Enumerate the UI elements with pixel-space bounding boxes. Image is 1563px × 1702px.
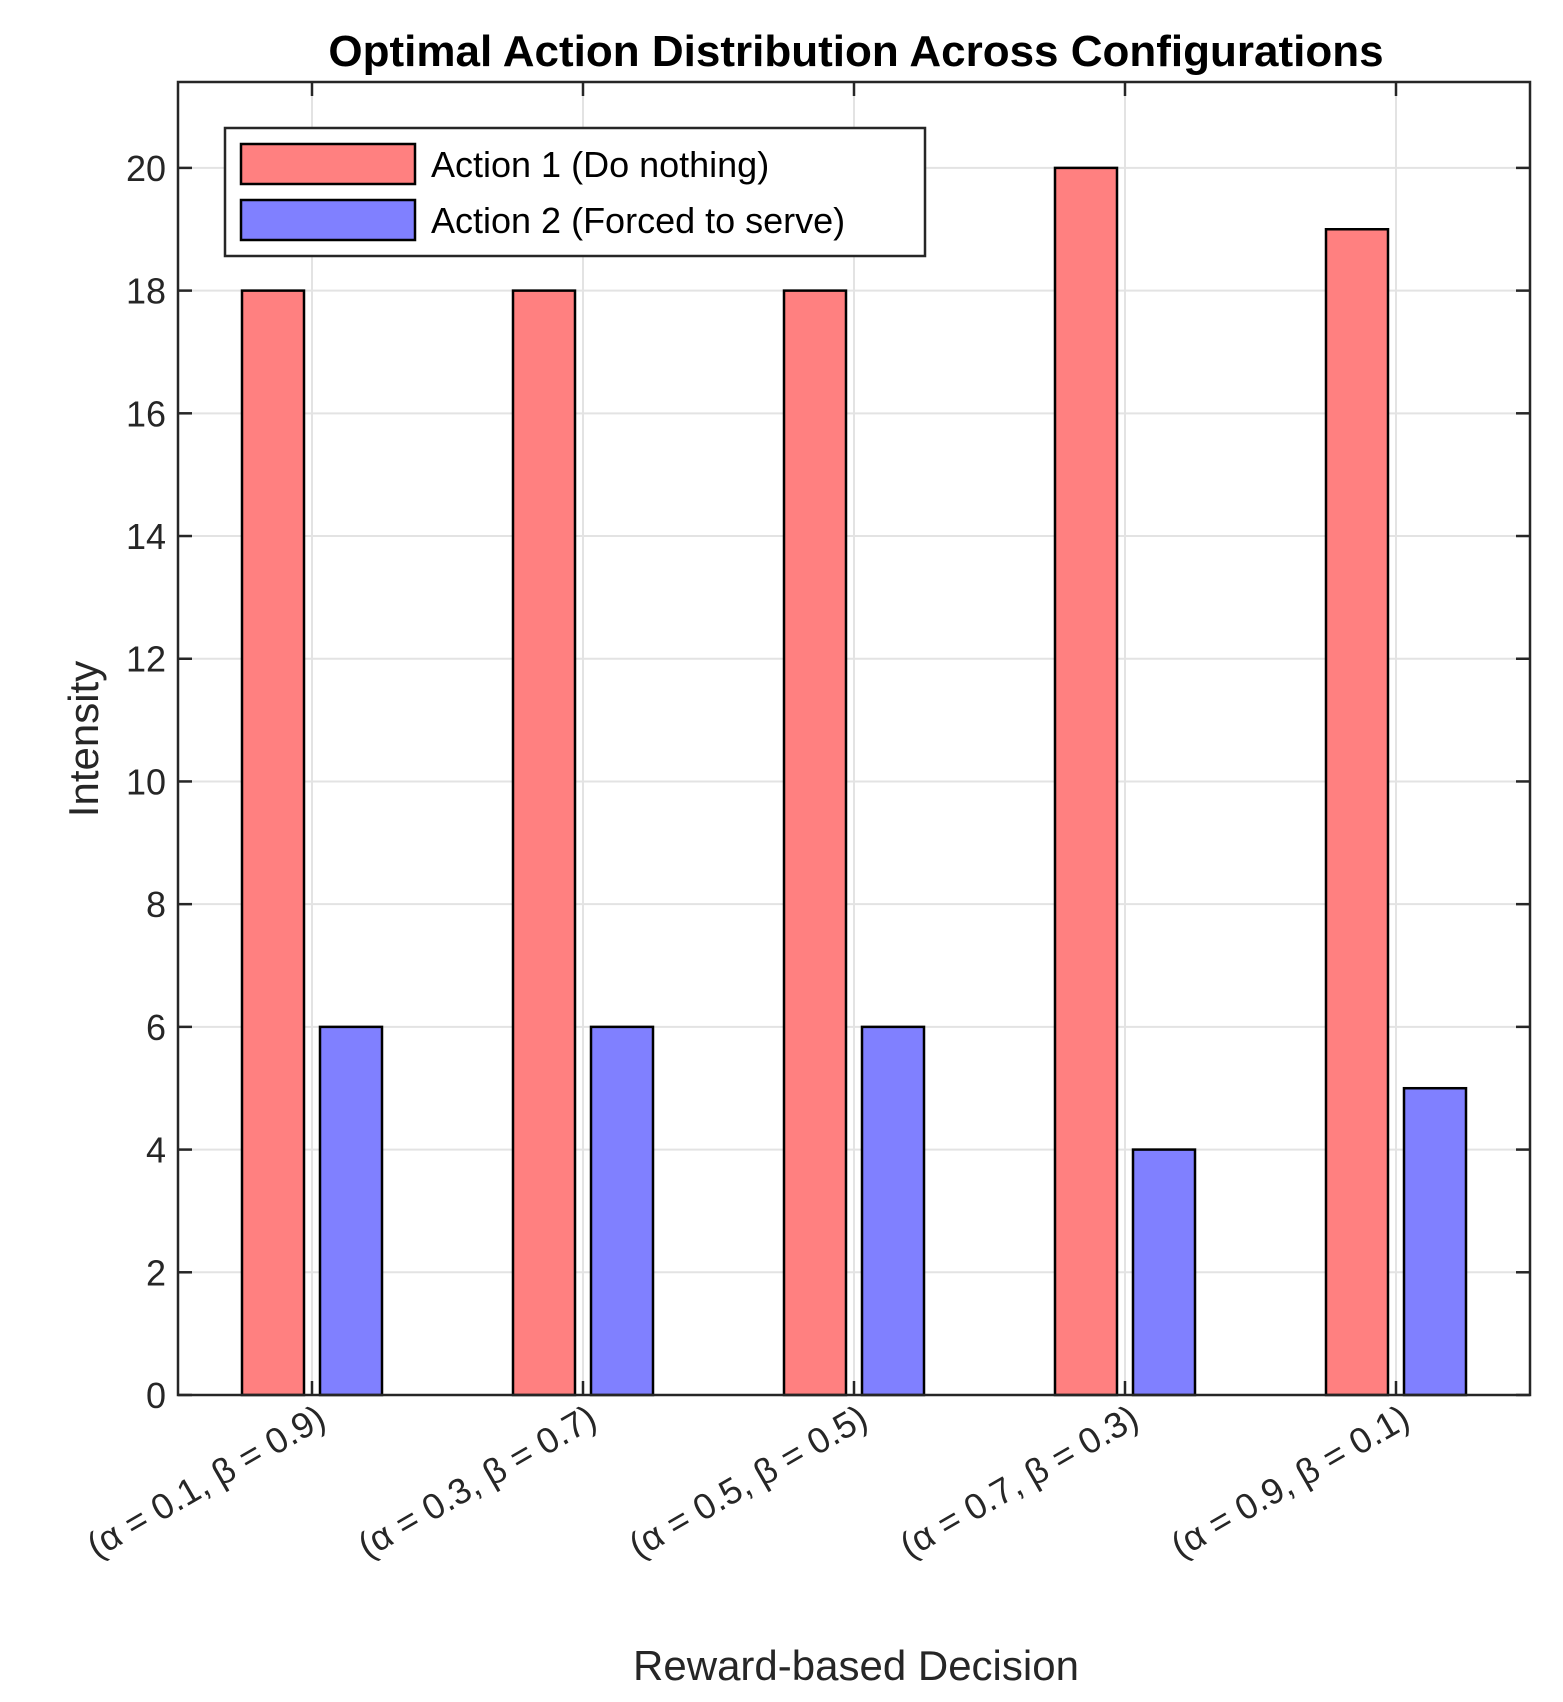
legend: Action 1 (Do nothing) Action 2 (Forced to… bbox=[223, 126, 927, 258]
bar-series-2-category-4 bbox=[1131, 1148, 1197, 1397]
y-tick-label: 18 bbox=[126, 271, 166, 312]
legend-label: Action 2 (Forced to serve) bbox=[431, 200, 845, 241]
y-axis-label: Intensity bbox=[60, 661, 107, 817]
y-tick-label: 0 bbox=[146, 1375, 166, 1416]
bar-series-1-category-2 bbox=[511, 289, 577, 1397]
bar-series-1-category-3 bbox=[782, 289, 848, 1397]
y-tick-label: 4 bbox=[146, 1130, 166, 1171]
legend-swatch bbox=[239, 198, 417, 242]
bar-series-1-category-5 bbox=[1324, 228, 1390, 1397]
bar-series-1-category-1 bbox=[240, 289, 306, 1397]
y-tick-label: 10 bbox=[126, 761, 166, 802]
y-tick-label: 16 bbox=[126, 393, 166, 434]
axes bbox=[176, 80, 1532, 1397]
y-tick-label: 14 bbox=[126, 516, 166, 557]
x-axis-label: Reward-based Decision bbox=[633, 1642, 1079, 1689]
y-tick-label: 20 bbox=[126, 148, 166, 189]
chart-title: Optimal Action Distribution Across Confi… bbox=[328, 27, 1383, 76]
y-tick-label: 12 bbox=[126, 639, 166, 680]
bar-series-2-category-1 bbox=[318, 1025, 384, 1397]
y-tick-label: 8 bbox=[146, 884, 166, 925]
bar-series-1-category-4 bbox=[1053, 166, 1119, 1397]
bar-series-2-category-3 bbox=[860, 1025, 926, 1397]
legend-swatch bbox=[239, 142, 417, 186]
bars bbox=[240, 166, 1468, 1397]
bar-series-2-category-5 bbox=[1402, 1086, 1468, 1397]
y-tick-label: 6 bbox=[146, 1007, 166, 1048]
legend-label: Action 1 (Do nothing) bbox=[431, 144, 769, 185]
bar-series-2-category-2 bbox=[589, 1025, 655, 1397]
y-tick-label: 2 bbox=[146, 1252, 166, 1293]
